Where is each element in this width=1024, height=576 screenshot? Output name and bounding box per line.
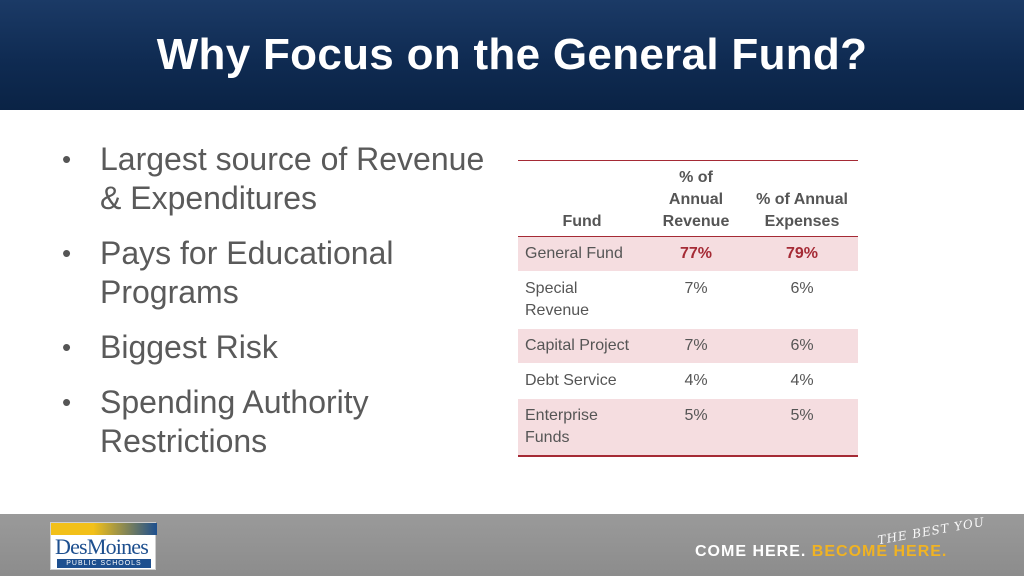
footer-bar: DesMoines PUBLIC SCHOOLS <box>0 514 1024 576</box>
fund-name-cell: Special Revenue <box>518 271 646 329</box>
tagline-gold: BECOME HERE. <box>811 543 948 560</box>
revenue-cell: 7% <box>646 271 746 329</box>
revenue-cell: 4% <box>646 363 746 399</box>
revenue-cell: 5% <box>646 398 746 457</box>
logo-stripe <box>51 523 157 535</box>
bullet-item: • Spending Authority Restrictions <box>58 383 488 461</box>
bullet-list: • Largest source of Revenue & Expenditure… <box>58 140 488 477</box>
fund-name-cell: Capital Project <box>518 328 646 364</box>
bullet-text: Biggest Risk <box>100 329 278 365</box>
fund-name-cell: Debt Service <box>518 363 646 399</box>
expenses-cell: 4% <box>746 363 858 399</box>
table-row: General Fund 77% 79% <box>518 236 858 272</box>
table-row: Enterprise Funds 5% 5% <box>518 398 858 457</box>
school-logo: DesMoines PUBLIC SCHOOLS <box>50 522 157 570</box>
table-row: Special Revenue 7% 6% <box>518 271 858 329</box>
tagline-white: COME HERE. <box>695 543 807 560</box>
fund-name-cell: General Fund <box>518 236 646 272</box>
fund-table: Fund % of Annual Revenue % of Annual Exp… <box>518 160 858 457</box>
column-header-revenue: % of Annual Revenue <box>646 160 746 237</box>
column-header-expenses: % of Annual Expenses <box>746 160 858 237</box>
bullet-item: • Biggest Risk <box>58 328 488 367</box>
bullet-text: Pays for Educational Programs <box>100 235 394 310</box>
revenue-cell: 7% <box>646 328 746 364</box>
logo-subtitle: PUBLIC SCHOOLS <box>57 559 151 568</box>
revenue-cell: 77% <box>646 236 746 272</box>
expenses-cell: 5% <box>746 398 858 457</box>
table-row: Capital Project 7% 6% <box>518 328 858 364</box>
expenses-cell: 6% <box>746 271 858 329</box>
expenses-cell: 79% <box>746 236 858 272</box>
bullet-icon: • <box>62 332 72 362</box>
bullet-icon: • <box>62 238 72 268</box>
tagline: COME HERE. BECOME HERE. <box>695 543 947 561</box>
table-row: Debt Service 4% 4% <box>518 363 858 399</box>
bullet-text: Largest source of Revenue & Expenditures <box>100 141 485 216</box>
bullet-item: • Largest source of Revenue & Expenditure… <box>58 140 488 218</box>
expenses-cell: 6% <box>746 328 858 364</box>
slide-title: Why Focus on the General Fund? <box>156 30 868 79</box>
bullet-icon: • <box>62 144 72 174</box>
bullet-icon: • <box>62 387 72 417</box>
bullet-text: Spending Authority Restrictions <box>100 384 369 459</box>
table-header-row: Fund % of Annual Revenue % of Annual Exp… <box>518 160 858 237</box>
title-banner: Why Focus on the General Fund? <box>0 0 1024 110</box>
bullet-item: • Pays for Educational Programs <box>58 234 488 312</box>
logo-name: DesMoines <box>55 534 149 559</box>
column-header-fund: Fund <box>518 160 646 237</box>
fund-name-cell: Enterprise Funds <box>518 398 646 457</box>
